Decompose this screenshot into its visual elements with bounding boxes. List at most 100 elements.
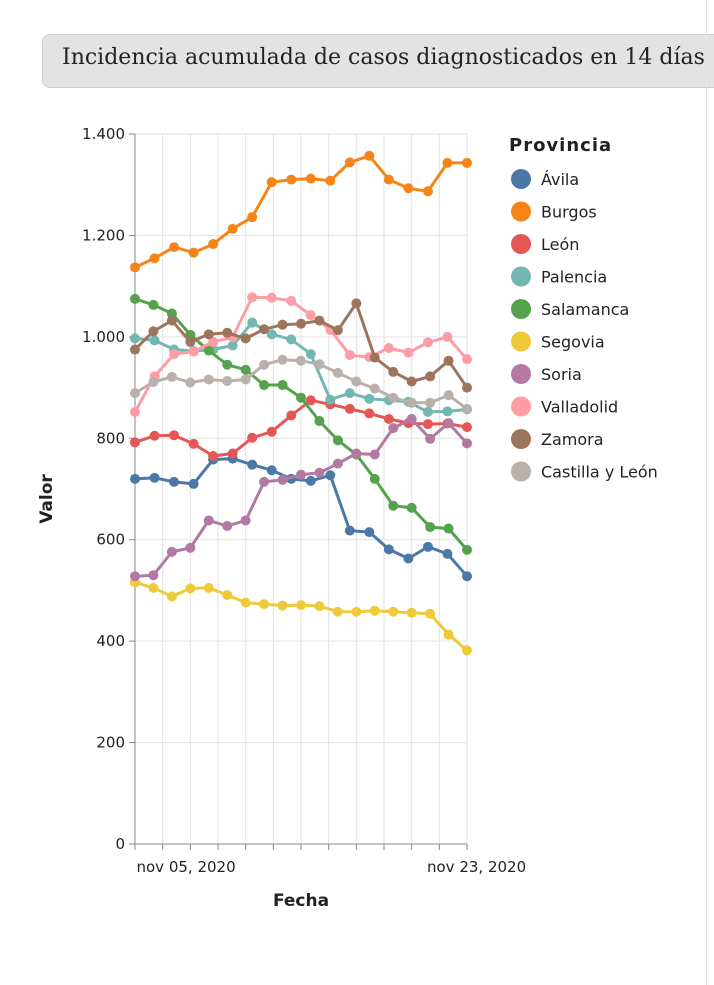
data-point-salamanca — [369, 473, 380, 484]
data-point--vila — [305, 475, 316, 486]
data-point-le-n — [188, 438, 199, 449]
y-tick-label: 1.200 — [82, 226, 125, 244]
data-point-burgos — [305, 173, 316, 184]
data-point-le-n — [364, 408, 375, 419]
x-tick-label: nov 05, 2020 — [137, 858, 236, 876]
data-point-soria — [388, 423, 399, 434]
y-tick-label: 1.000 — [82, 328, 125, 346]
data-point-zamora — [259, 324, 270, 335]
data-point-castilla-y-le-n — [185, 377, 196, 388]
data-point-valladolid — [462, 354, 472, 365]
data-point-soria — [185, 542, 196, 553]
data-point-zamora — [406, 376, 417, 387]
data-point-zamora — [222, 327, 233, 338]
legend-label-zamora: Zamora — [541, 430, 604, 449]
x-axis-title: Fecha — [273, 891, 329, 911]
y-tick-label: 600 — [96, 531, 125, 549]
data-point-palencia — [305, 349, 316, 360]
data-point-burgos — [325, 175, 336, 186]
data-point-burgos — [403, 183, 414, 194]
data-point-burgos — [149, 253, 160, 264]
data-point-le-n — [422, 419, 433, 430]
data-point--vila — [344, 525, 355, 536]
data-point--vila — [169, 476, 180, 487]
data-point-salamanca — [388, 500, 399, 511]
data-point-valladolid — [169, 349, 180, 360]
data-point-zamora — [332, 325, 343, 336]
data-point-zamora — [148, 326, 159, 337]
data-point-castilla-y-le-n — [130, 388, 140, 399]
data-point-palencia — [286, 334, 297, 345]
data-point-le-n — [208, 451, 219, 462]
data-point-zamora — [314, 315, 325, 326]
data-point-le-n — [247, 432, 258, 443]
data-point-salamanca — [166, 308, 177, 319]
data-point-valladolid — [247, 292, 258, 303]
grid — [134, 133, 468, 845]
data-point--vila — [188, 478, 199, 489]
data-point--vila — [364, 527, 375, 538]
data-point-le-n — [266, 426, 277, 437]
data-point-soria — [462, 438, 472, 449]
data-point-castilla-y-le-n — [240, 374, 251, 385]
data-point-segovia — [185, 583, 196, 594]
data-point--vila — [247, 459, 258, 470]
data-point-castilla-y-le-n — [369, 383, 380, 394]
legend: Provincia Ávila Burgos León Palencia Salamanc… — [509, 135, 658, 482]
data-point-soria — [369, 449, 380, 460]
data-point-segovia — [425, 608, 436, 619]
data-point-zamora — [166, 315, 177, 326]
data-point-burgos — [247, 212, 258, 223]
data-point-valladolid — [344, 350, 355, 361]
data-point-le-n — [462, 422, 472, 433]
chart-title-box — [42, 34, 714, 88]
data-point-salamanca — [222, 359, 233, 370]
data-point-segovia — [148, 582, 159, 593]
legend-swatch-zamora — [511, 429, 531, 449]
data-point--vila — [130, 473, 140, 484]
data-point-burgos — [227, 223, 238, 234]
data-point-soria — [148, 570, 159, 581]
legend-label-valladolid: Valladolid — [541, 398, 618, 417]
data-point-soria — [166, 546, 177, 557]
data-point--vila — [149, 472, 160, 483]
data-point-palencia — [364, 393, 375, 404]
data-point-segovia — [166, 591, 177, 602]
y-tick-label: 800 — [96, 429, 125, 447]
data-point-segovia — [222, 589, 233, 600]
data-point-salamanca — [406, 502, 417, 513]
y-tick-label: 0 — [115, 835, 125, 853]
data-point-castilla-y-le-n — [259, 359, 270, 370]
legend-swatch-valladolid — [511, 396, 531, 417]
data-point-zamora — [296, 318, 306, 329]
data-point--vila — [266, 465, 277, 476]
data-point-salamanca — [240, 364, 251, 375]
data-point-castilla-y-le-n — [222, 375, 233, 386]
data-point-segovia — [314, 601, 325, 612]
data-point-palencia — [130, 333, 140, 344]
data-point-zamora — [240, 333, 251, 344]
data-point-segovia — [462, 645, 472, 656]
data-point-valladolid — [442, 331, 453, 342]
data-point-valladolid — [266, 292, 277, 303]
data-point-palencia — [442, 406, 453, 417]
data-point-castilla-y-le-n — [388, 392, 399, 403]
legend-label-salamanca: Salamanca — [541, 300, 629, 319]
data-point-soria — [222, 521, 233, 532]
data-point-segovia — [406, 607, 417, 618]
data-point-valladolid — [403, 347, 414, 358]
data-point-salamanca — [332, 435, 343, 446]
data-point-burgos — [442, 157, 453, 168]
data-point-zamora — [425, 371, 436, 382]
data-point-palencia — [266, 329, 277, 340]
axes: 0 200 400 600 800 1.000 1.200 1.400 nov 05, 2020… — [37, 125, 526, 911]
legend-label--vila: Ávila — [541, 170, 579, 189]
data-point-segovia — [332, 606, 343, 617]
data-point-segovia — [351, 606, 362, 617]
data-point-palencia — [344, 388, 355, 399]
data-point-castilla-y-le-n — [406, 397, 417, 408]
data-point-segovia — [296, 600, 306, 611]
data-point-soria — [130, 571, 140, 582]
data-point-zamora — [443, 355, 454, 366]
y-tick-label: 400 — [96, 632, 125, 650]
